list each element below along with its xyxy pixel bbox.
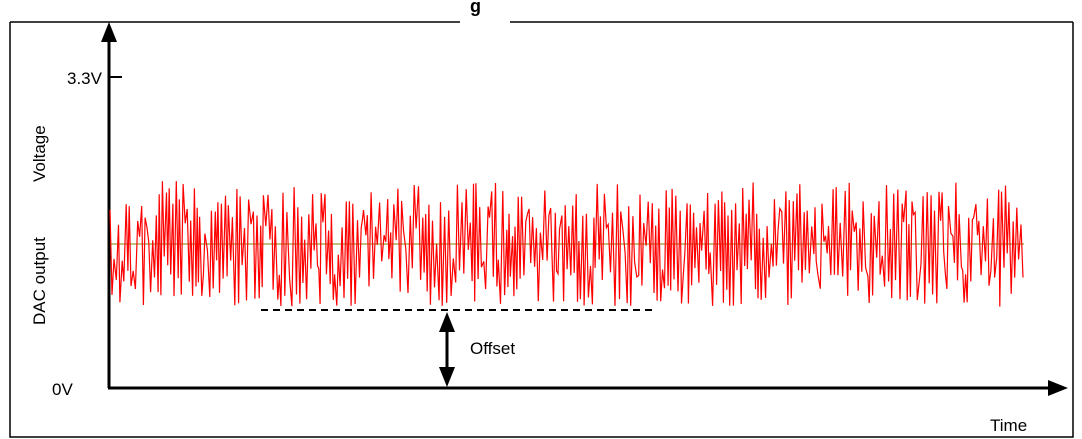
y-axis-label-dac-output: DAC output	[30, 237, 49, 325]
offset-arrow-up-icon	[439, 312, 455, 332]
figure-title-partial: g	[470, 0, 481, 16]
x-axis-arrow-icon	[1048, 380, 1068, 396]
y-axis-arrow-icon	[101, 22, 117, 42]
figure-frame	[9, 22, 1074, 438]
y-axis-label-voltage: Voltage	[30, 125, 49, 182]
y-tick-label-0v: 0V	[52, 380, 73, 399]
dac-noise-signal	[109, 181, 1024, 307]
offset-label: Offset	[470, 339, 515, 358]
offset-arrow-down-icon	[439, 367, 455, 387]
x-axis-label-time: Time	[990, 416, 1027, 435]
y-tick-label-3v3: 3.3V	[67, 69, 103, 88]
